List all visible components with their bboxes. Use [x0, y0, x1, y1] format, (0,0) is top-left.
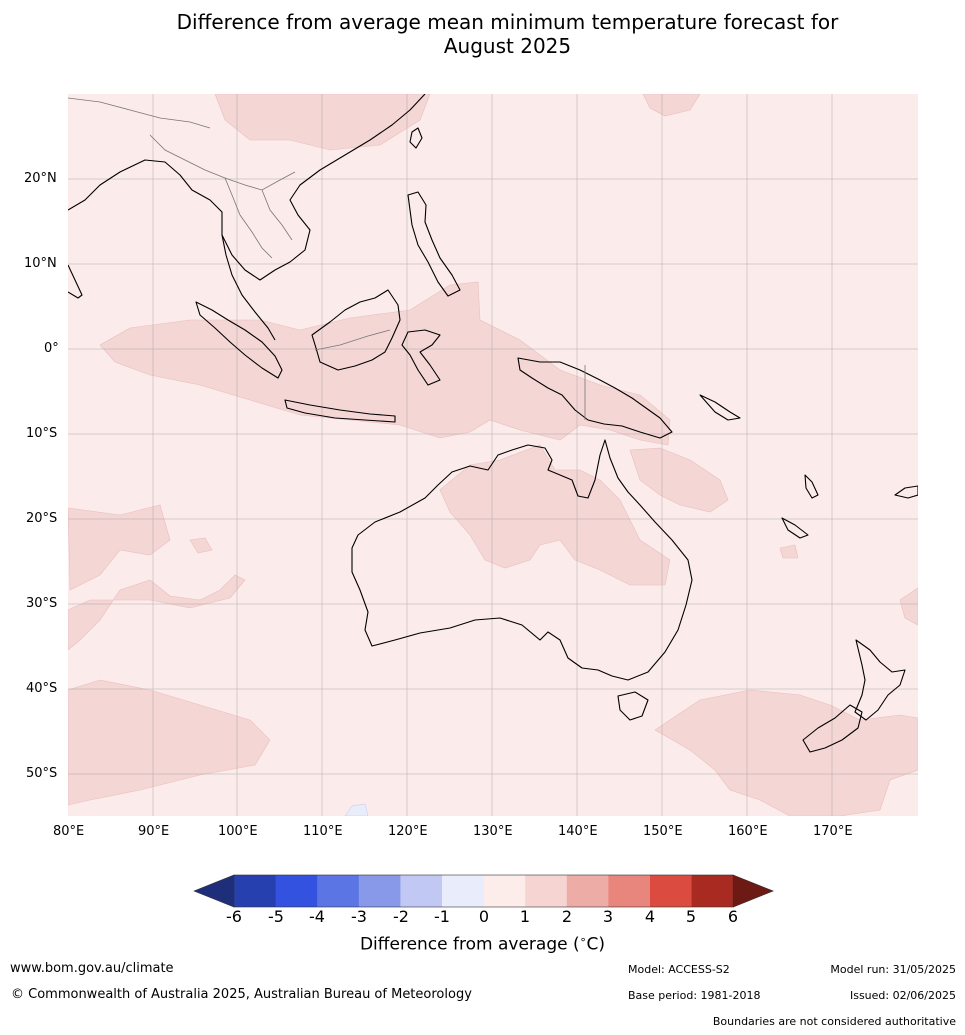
- forecast-map: [68, 94, 918, 816]
- colorbar-segment: [566, 875, 609, 907]
- colorbar-segment: [275, 875, 318, 907]
- coast-asia-mainland: [68, 94, 426, 281]
- cb-tick-m3: -3: [351, 907, 367, 926]
- colorbar-segment: [358, 875, 401, 907]
- anomaly-region-north-australia: [439, 444, 671, 586]
- colorbar-segment: [483, 875, 526, 907]
- lon-label-80e: 80°E: [53, 824, 85, 839]
- cb-tick-2: 2: [561, 907, 573, 926]
- coast-india-tip: [68, 264, 83, 299]
- lat-label-20s: 20°S: [26, 511, 58, 526]
- colorbar-segment: [234, 875, 277, 907]
- anomaly-regions: [68, 94, 918, 816]
- lon-label-100e: 100°E: [218, 824, 258, 839]
- title-line2: August 2025: [443, 34, 572, 58]
- lat-label-10s: 10°S: [26, 426, 58, 441]
- cb-tick-m1: -1: [434, 907, 450, 926]
- anomaly-region-negative: [344, 803, 369, 816]
- anomaly-region-north-pacific: [642, 94, 701, 117]
- colorbar-segment: [317, 875, 360, 907]
- lon-label-150e: 150°E: [643, 824, 683, 839]
- coast-new-zealand-south: [802, 704, 863, 753]
- coast-new-caledonia: [781, 517, 809, 539]
- anomaly-region-tasman: [654, 689, 918, 816]
- colorbar-segment: [608, 875, 651, 907]
- model-text: Model: ACCESS-S2: [628, 963, 730, 976]
- lat-label-30s: 30°S: [26, 596, 58, 611]
- colorbar-label: Difference from average (∘C): [0, 933, 965, 955]
- colorbar-label-unit: C): [586, 934, 606, 955]
- anomaly-region-west-indian: [68, 504, 171, 591]
- coastlines: [68, 94, 918, 753]
- colorbar-segment: [442, 875, 485, 907]
- coast-philippines: [407, 191, 461, 297]
- cb-tick-1: 1: [519, 907, 531, 926]
- cb-tick-0: 0: [478, 907, 490, 926]
- coast-tasmania: [617, 691, 649, 721]
- anomaly-region-small1: [189, 537, 213, 554]
- coast-fiji: [894, 485, 918, 499]
- lon-label-160e: 160°E: [728, 824, 768, 839]
- lat-label-0: 0°: [44, 341, 59, 356]
- website-link[interactable]: www.bom.gov.au/climate: [10, 961, 174, 976]
- coast-new-guinea: [517, 357, 673, 439]
- cb-tick-m2: -2: [393, 907, 409, 926]
- disclaimer-text: Boundaries are not considered authoritat…: [712, 1015, 956, 1028]
- issued-text: Issued: 02/06/2025: [849, 989, 956, 1002]
- coast-new-zealand-north: [854, 639, 906, 721]
- cb-tick-m5: -5: [268, 907, 284, 926]
- lon-label-130e: 130°E: [473, 824, 513, 839]
- colorbar-segments: [193, 874, 775, 908]
- coast-sulawesi: [401, 329, 441, 386]
- coast-vanuatu: [804, 474, 819, 499]
- lat-label-50s: 50°S: [26, 766, 58, 781]
- coast-taiwan: [409, 127, 423, 149]
- cb-tick-6: 6: [727, 907, 739, 926]
- lat-label-40s: 40°S: [26, 681, 58, 696]
- lon-label-110e: 110°E: [303, 824, 343, 839]
- colorbar-segment: [691, 875, 734, 907]
- colorbar-segment: [525, 875, 568, 907]
- coast-malay-peninsula: [221, 234, 276, 341]
- chart-title: Difference from average mean minimum tem…: [0, 10, 965, 58]
- cb-tick-m4: -4: [309, 907, 325, 926]
- colorbar-segment: [400, 875, 443, 907]
- anomaly-region-indian-ocean-eq: [99, 281, 671, 446]
- coast-solomon: [699, 394, 741, 421]
- lon-label-140e: 140°E: [558, 824, 598, 839]
- lon-label-120e: 120°E: [388, 824, 428, 839]
- colorbar-extend-high: [732, 874, 775, 908]
- title-line1: Difference from average mean minimum tem…: [176, 10, 839, 34]
- anomaly-region-coral-sea: [629, 447, 729, 513]
- cb-tick-m6: -6: [226, 907, 242, 926]
- lat-label-20n: 20°N: [24, 171, 57, 186]
- lon-label-90e: 90°E: [138, 824, 170, 839]
- base-period-text: Base period: 1981-2018: [628, 989, 761, 1002]
- lat-label-10n: 10°N: [24, 256, 57, 271]
- copyright-text: © Commonwealth of Australia 2025, Austra…: [11, 987, 472, 1002]
- colorbar-outline: [233, 874, 734, 908]
- coast-java: [284, 399, 396, 423]
- cb-tick-5: 5: [685, 907, 697, 926]
- degree-symbol: ∘: [579, 933, 587, 946]
- model-run-text: Model run: 31/05/2025: [830, 963, 956, 976]
- graticule: [68, 94, 918, 816]
- coast-sumatra: [195, 301, 283, 379]
- anomaly-region-east: [899, 587, 918, 626]
- colorbar-label-text: Difference from average (: [359, 934, 580, 955]
- coast-australia: [351, 439, 693, 681]
- colorbar-extend-low: [193, 874, 235, 908]
- cb-tick-4: 4: [644, 907, 656, 926]
- cb-tick-3: 3: [602, 907, 614, 926]
- country-borders: [68, 97, 586, 420]
- coast-borneo: [311, 289, 401, 371]
- anomaly-region-small2: [779, 544, 799, 559]
- colorbar-segment: [650, 875, 693, 907]
- lon-label-170e: 170°E: [813, 824, 853, 839]
